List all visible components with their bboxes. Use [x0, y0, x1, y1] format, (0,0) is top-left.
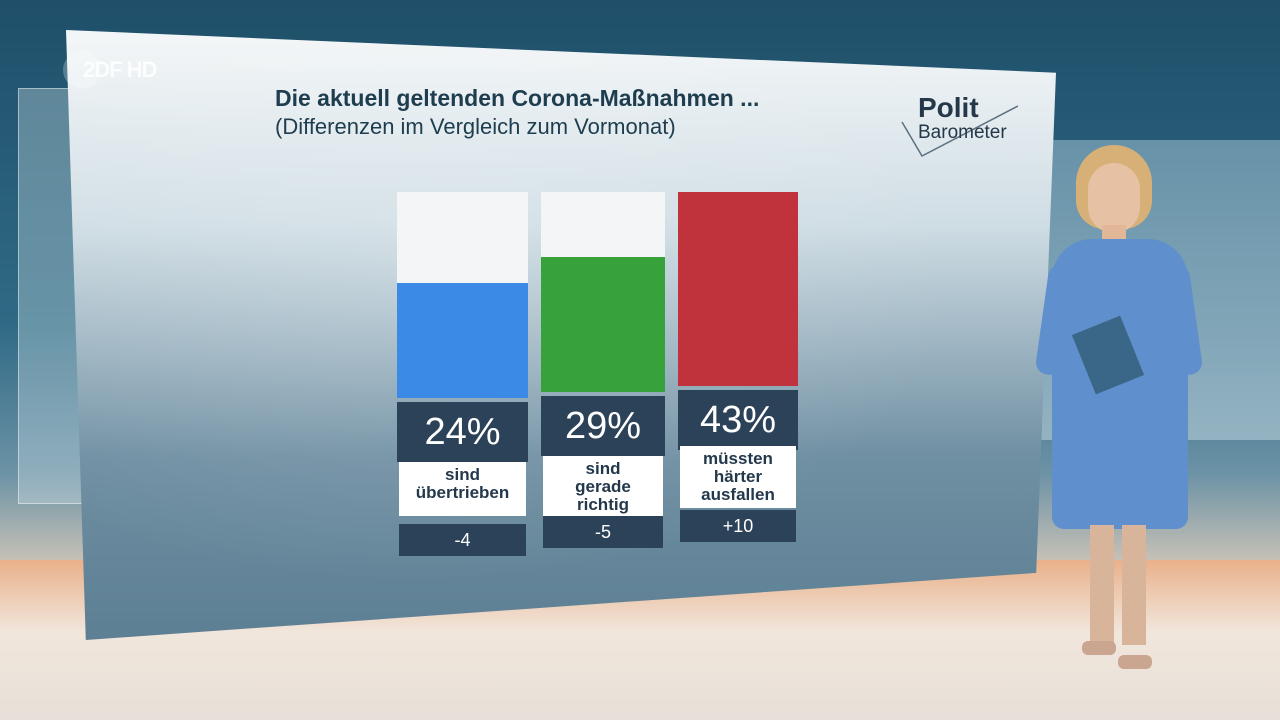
value-label: 29% — [541, 396, 665, 456]
category-label-line: richtig — [577, 495, 629, 514]
broadcaster-logo: 2DF HD — [63, 51, 157, 89]
category-label: sind gerade richtig — [541, 460, 665, 514]
logo-circle-icon — [63, 51, 101, 89]
presenter-shoe-right — [1118, 655, 1152, 669]
value-label: 24% — [397, 402, 528, 462]
bar — [541, 257, 665, 392]
presenter-face — [1088, 163, 1140, 233]
category-label-line: härter — [713, 467, 763, 486]
difference-label: -5 — [543, 516, 663, 548]
brand-line-1: Polit — [918, 92, 979, 123]
politbarometer-logo: Polit Barometer — [900, 92, 1030, 157]
presenter-leg-left — [1090, 525, 1114, 645]
brand-line-2: Barometer — [918, 122, 1007, 143]
chart-subtitle: (Differenzen im Vergleich zum Vormonat) — [275, 114, 676, 139]
category-box — [399, 462, 526, 516]
chart-title: Die aktuell geltenden Corona-Maßnahmen .… — [275, 85, 760, 111]
difference-label: +10 — [680, 510, 796, 542]
category-label-line: sind — [445, 465, 480, 484]
category-label: müssten härter ausfallen — [678, 450, 798, 504]
category-box — [543, 456, 663, 516]
checkmark-icon — [901, 105, 1019, 157]
category-label-line: sind — [585, 459, 621, 478]
presenter-leg-right — [1122, 525, 1146, 645]
presenter — [1030, 145, 1210, 685]
category-label-line: übertrieben — [415, 483, 510, 502]
category-label-line: gerade — [575, 477, 631, 496]
bar — [397, 283, 528, 398]
logo-text: 2DF HD — [83, 57, 157, 82]
value-label: 43% — [678, 390, 798, 450]
category-label: sind übertrieben — [397, 466, 528, 502]
difference-label: -4 — [399, 524, 526, 556]
category-box — [680, 446, 796, 508]
category-label-line: müssten — [703, 449, 773, 468]
bar — [678, 192, 798, 386]
presenter-shoe-left — [1082, 641, 1116, 655]
category-label-line: ausfallen — [701, 485, 775, 504]
